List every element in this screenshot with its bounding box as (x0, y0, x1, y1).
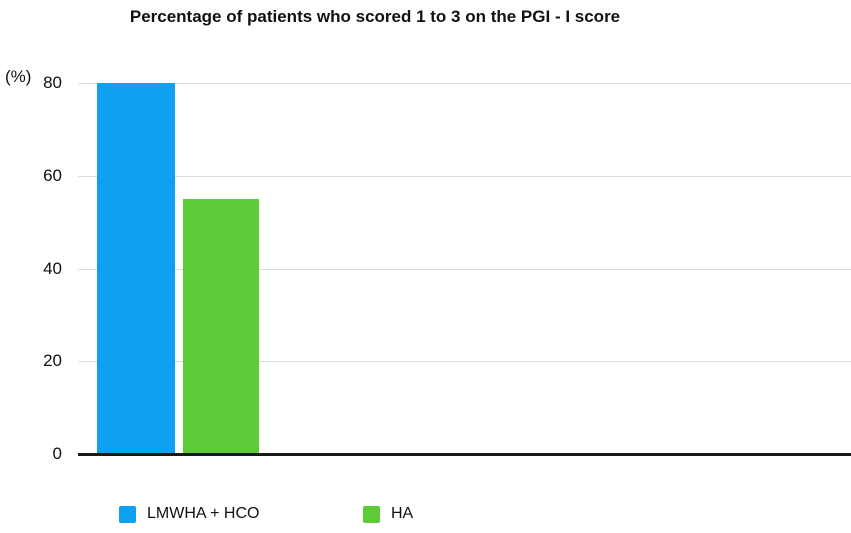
legend-swatch (119, 505, 136, 523)
y-tick-label-60: 60 (43, 165, 62, 185)
x-axis-line (78, 453, 851, 456)
y-tick-label-80: 80 (43, 73, 62, 92)
bar-lmwha-hco (97, 83, 175, 454)
y-tick-label-20: 20 (43, 351, 62, 371)
legend-item-2: HA (363, 505, 413, 523)
legend-item-1: LMWHA + HCO (119, 505, 259, 523)
legend-label: HA (391, 505, 414, 522)
y-axis-unit-label: (%) (5, 67, 32, 86)
gridline-60 (78, 175, 851, 177)
legend-label: LMWHA + HCO (147, 505, 260, 522)
gridline-40 (78, 268, 851, 270)
y-tick-label-40: 40 (43, 258, 62, 278)
gridline-80 (78, 83, 851, 84)
chart-legend: LMWHA + HCO HA (0, 505, 851, 529)
gridline-20 (78, 361, 851, 363)
y-tick-label-0: 0 (52, 444, 62, 463)
legend-swatch (363, 505, 380, 523)
chart-title: Percentage of patients who scored 1 to 3… (129, 7, 621, 26)
bar-ha (183, 198, 259, 454)
